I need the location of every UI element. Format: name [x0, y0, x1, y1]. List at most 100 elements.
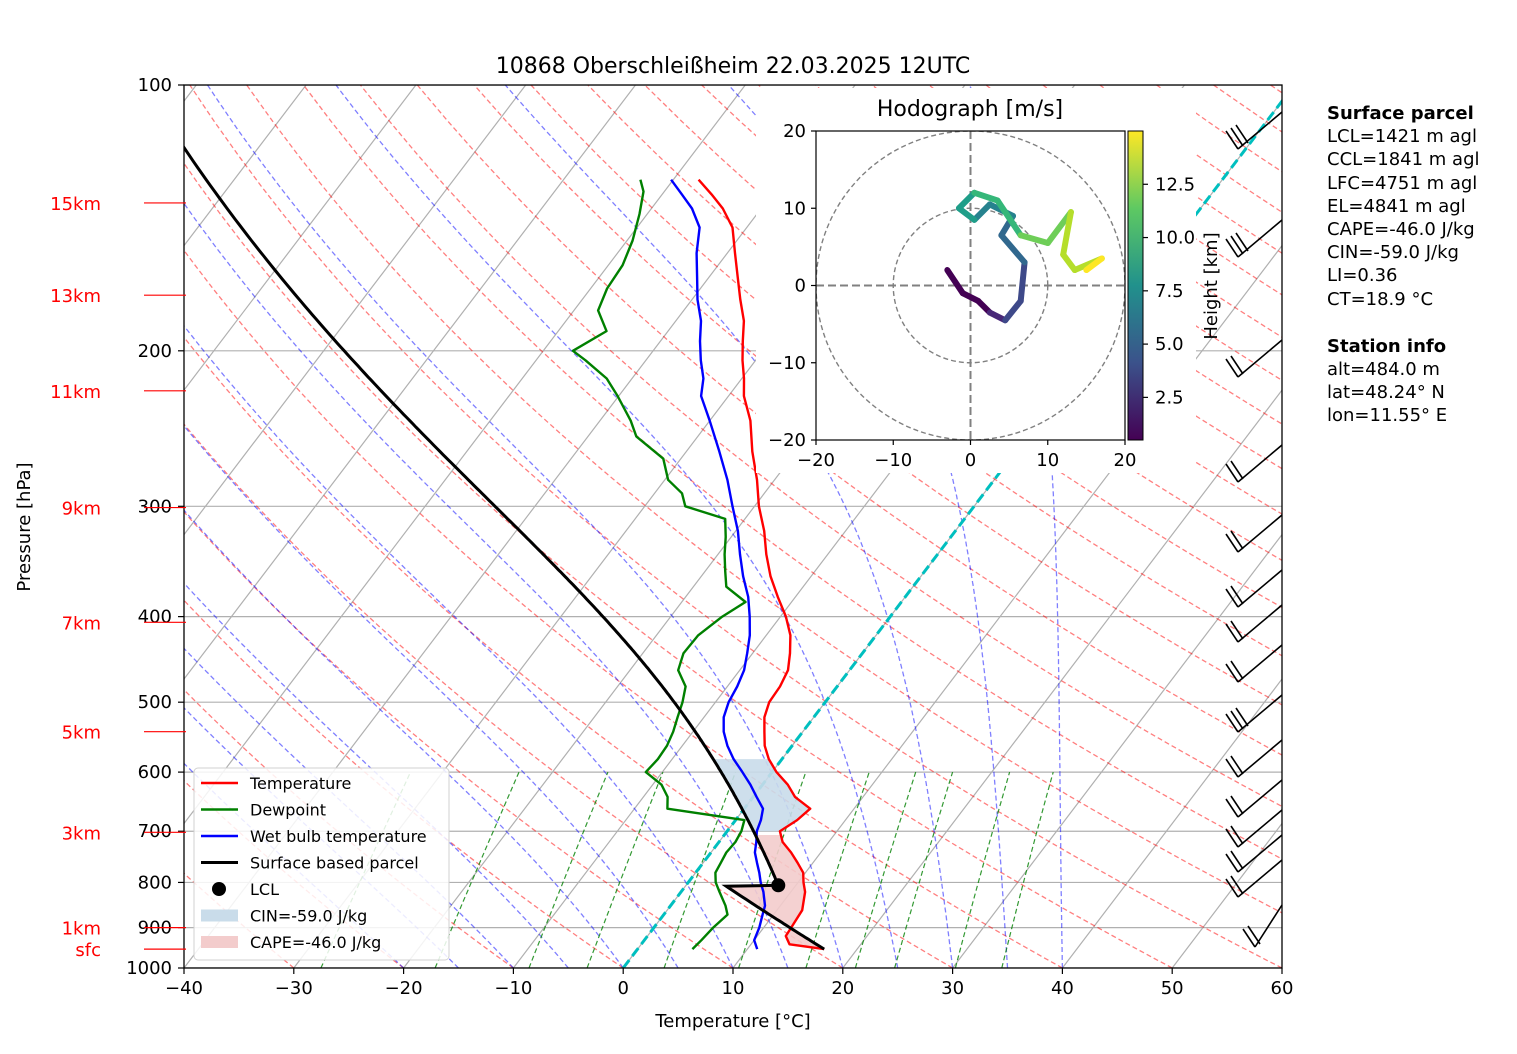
cape-area [726, 835, 823, 949]
x-tick-label: 40 [1051, 978, 1074, 999]
wind-barb [1225, 694, 1283, 733]
legend-label: LCL [250, 880, 279, 899]
legend-swatch [212, 882, 226, 896]
y-tick-label: 300 [138, 496, 172, 517]
height-label: 1km [62, 919, 101, 940]
wind-barb-flag [1225, 663, 1239, 683]
wind-barb-flag [1225, 828, 1239, 848]
wind-barb-staff [1237, 834, 1283, 873]
colorbar-tick-label: 5.0 [1155, 334, 1184, 355]
wind-barb-flag [1235, 707, 1249, 727]
height-label: 5km [62, 723, 101, 744]
dry-adiabat [1498, 85, 1517, 968]
wind-barb-flag [1242, 928, 1256, 948]
legend-swatch [201, 936, 238, 948]
x-tick-label: −30 [275, 978, 313, 999]
lcl-marker [771, 878, 786, 893]
wind-barb [1225, 809, 1283, 848]
hodograph-x-tick-label: 0 [965, 450, 976, 471]
wind-barb-flag [1225, 623, 1239, 643]
wind-barb-staff [1237, 779, 1283, 818]
height-label: 7km [62, 613, 101, 634]
hodograph-trace-segment [955, 205, 978, 223]
station-latitude: lat=48.24° N [1327, 382, 1445, 404]
mixing-ratio-line [894, 771, 954, 968]
legend: Temperature Dewpoint Wet bulb temperature S… [193, 767, 450, 961]
hodograph-trace-segment [1017, 259, 1028, 304]
colorbar-tick-label: 2.5 [1155, 387, 1184, 408]
wind-barb-flag [1230, 795, 1244, 815]
wind-barb-flag [1247, 925, 1261, 945]
hodograph-trace-segment [998, 232, 1028, 266]
x-tick-label: 20 [831, 978, 854, 999]
wind-barb-staff [1237, 569, 1283, 608]
moist-adiabat [184, 424, 679, 968]
moist-adiabat [184, 647, 514, 968]
hodograph-y-tick-label: −10 [768, 353, 806, 374]
wind-barb [1225, 219, 1283, 258]
dry-adiabat [184, 510, 734, 968]
hodograph-trace-segment [971, 201, 993, 223]
wind-barb-flag [1225, 238, 1239, 258]
dry-adiabat [184, 336, 953, 968]
wind-barb [1225, 859, 1283, 898]
mixing-ratio-line [1001, 771, 1054, 968]
x-tick-label: −10 [494, 978, 532, 999]
wind-barb-flag [1225, 533, 1239, 553]
param-ct: CT=18.9 °C [1327, 288, 1434, 310]
wind-barb-staff [1237, 219, 1283, 258]
wind-barb-flag [1225, 758, 1239, 778]
param-li: LI=0.36 [1327, 265, 1398, 287]
axes: −40 −30 −20 −10 0 10 20 30 40 50 60100200300400500… [50, 75, 1293, 999]
x-tick-label: 10 [722, 978, 745, 999]
wind-barb-staff [1237, 604, 1283, 643]
wind-barb-staff [1237, 809, 1283, 848]
wind-barb-flag [1230, 235, 1244, 255]
dry-adiabat [184, 423, 844, 968]
legend-label: CAPE=-46.0 J/kg [250, 933, 381, 952]
hodograph-x-tick-label: −10 [874, 450, 912, 471]
isotherm-line [842, 389, 1282, 968]
hodograph-trace-segment [994, 197, 1024, 239]
hodograph-trace-segment [1083, 255, 1105, 274]
wind-barb-flag [1230, 850, 1244, 870]
hodograph-title: Hodograph [m/s] [877, 97, 1063, 122]
isotherm-line [1061, 678, 1282, 968]
wind-barb-flag [1230, 710, 1244, 730]
legend-label: Temperature [249, 774, 351, 793]
wind-barb-flag [1230, 127, 1244, 147]
isotherm-line [184, 85, 307, 247]
dry-adiabat [184, 599, 624, 968]
height-label: 11km [50, 382, 101, 403]
wind-barb-flag [1230, 585, 1244, 605]
hodograph-trace-segment [944, 267, 966, 297]
wind-barb [1225, 834, 1283, 873]
legend-label: Wet bulb temperature [250, 827, 427, 846]
series-dewpoint [571, 179, 747, 950]
wind-barb-flag [1230, 620, 1244, 640]
height-label: 9km [62, 499, 101, 520]
series-temperature [697, 178, 825, 951]
moist-adiabat [184, 324, 734, 968]
dry-adiabat [416, 85, 1282, 756]
y-axis-label: Pressure [hPa] [14, 462, 35, 591]
param-cape: CAPE=-46.0 J/kg [1327, 219, 1475, 241]
wind-barb [1225, 644, 1283, 683]
mixing-ratio-line [663, 771, 737, 968]
isotherm-line [184, 85, 636, 681]
wind-barb-flag [1225, 878, 1239, 898]
wind-barb [1225, 514, 1283, 553]
height-label: 15km [50, 194, 101, 215]
series-surface-based-parcel [184, 144, 825, 951]
series-wet-bulb-temperature [670, 178, 767, 950]
wind-barb-staff [1237, 739, 1283, 778]
colorbar-tick-label: 12.5 [1155, 174, 1195, 195]
hodograph-trace-segment [955, 189, 978, 212]
wind-barb-flag [1225, 798, 1239, 818]
wind-barb [1225, 779, 1283, 818]
cin-area [713, 759, 810, 832]
wind-barb-staff [1254, 904, 1283, 948]
moist-adiabat [206, 85, 844, 968]
wind-barbs [1225, 111, 1283, 948]
